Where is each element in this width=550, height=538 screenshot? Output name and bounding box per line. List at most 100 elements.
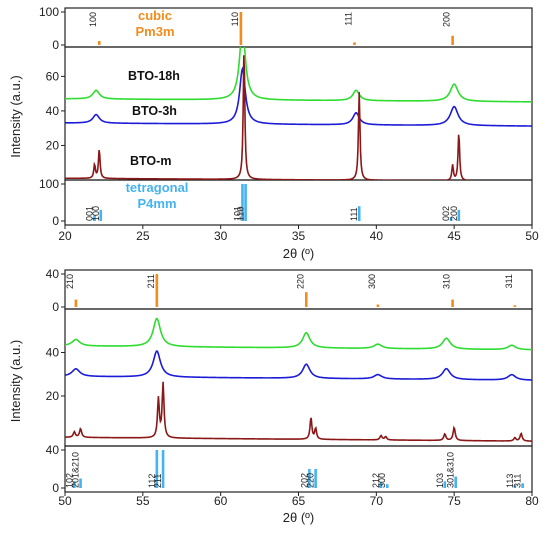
peak-index-label: 220 [295, 274, 305, 289]
reference-peak-bar [376, 304, 380, 307]
peak-index-label: 212 [371, 473, 381, 488]
reference-peak-bar [353, 42, 356, 45]
x-tick-label: 30 [214, 229, 228, 243]
y-tick-label: 0 [52, 214, 59, 228]
reference-peak-bar [93, 215, 96, 221]
peak-index-label: 111 [349, 207, 359, 221]
x-tick-label: 55 [136, 494, 150, 508]
reference-peak-bar [357, 206, 361, 221]
y-tick-label: 40 [46, 104, 60, 118]
y-tick-label: 0 [52, 38, 59, 52]
x-axis-label: 2θ (º) [283, 246, 314, 261]
peak-index-label: 100 [88, 12, 98, 27]
peak-index-label: 102 [64, 473, 74, 488]
series-line-bto-m [65, 55, 475, 180]
x-tick-label: 70 [370, 494, 384, 508]
peak-index-label: 310 [442, 274, 452, 289]
series-line-bto-3h [65, 350, 532, 381]
reference-peak-bar [454, 476, 458, 488]
reference-peak-bar [241, 184, 244, 221]
peak-index-label: 002 [441, 206, 451, 221]
x-tick-label: 25 [136, 229, 150, 243]
peak-index-label: 110 [236, 207, 246, 221]
x-tick-label: 80 [525, 494, 539, 508]
y-axis-label: Intensity (a.u.) [8, 340, 23, 422]
peak-index-label: 100 [91, 206, 101, 221]
y-tick-label: 100 [39, 5, 59, 19]
x-axis-label: 2θ (º) [283, 510, 314, 525]
peak-index-label: 220 [306, 473, 316, 488]
peak-index-label: 301&310 [446, 452, 456, 488]
x-tick-label: 50 [58, 494, 72, 508]
peak-index-label: 001 [85, 206, 95, 221]
y-tick-label: 0 [52, 300, 59, 314]
x-tick-label: 50 [525, 229, 539, 243]
y-axis-label: Intensity (a.u.) [8, 75, 23, 157]
series-line-bto-3h [65, 66, 532, 127]
series-label: BTO-m [130, 154, 171, 168]
series-line-bto-18h [65, 317, 532, 351]
reference-phase-title: P4mm [137, 196, 176, 211]
peak-index-label: 200 [449, 206, 459, 221]
y-tick-label: 40 [46, 267, 60, 281]
reference-peak-bar [239, 12, 243, 45]
reference-peak-bar [155, 274, 159, 307]
reference-peak-bar [304, 292, 308, 307]
series-label: BTO-18h [128, 69, 180, 83]
y-tick-label: 0 [52, 481, 59, 495]
reference-peak-bar [513, 485, 517, 488]
reference-peak-bar [99, 209, 103, 221]
reference-peak-bar [314, 469, 317, 488]
reference-peak-bar [161, 450, 165, 488]
reference-peak-bar [244, 184, 247, 221]
peak-index-label: 311 [504, 274, 514, 288]
reference-peak-bar [513, 305, 517, 307]
reference-peak-bar [379, 482, 383, 488]
reference-phase-title: Pm3m [135, 24, 174, 39]
peak-index-label: 210 [65, 274, 75, 289]
chart-panel-2: Intensity (a.u.) 50 55 60 65 70 75 80 2θ (º) 0 40 2… [8, 267, 539, 525]
reference-peak-bar [79, 478, 82, 488]
reference-peak-bar [97, 41, 101, 45]
chart-panel-1: Intensity (a.u.) 20 25 30 35 40 45 50 2θ (º) 0 100… [8, 5, 539, 261]
reference-peak-bar [443, 481, 447, 488]
peak-index-label: 112 [147, 474, 157, 488]
x-tick-label: 75 [447, 494, 461, 508]
peak-index-label: 110 [230, 12, 240, 26]
series-label: BTO-3h [132, 104, 177, 118]
x-tick-label: 35 [292, 229, 306, 243]
x-tick-label: 40 [370, 229, 384, 243]
reference-peak-bar [451, 299, 454, 307]
x-tick-label: 20 [58, 229, 72, 243]
peak-index-label: 311 [513, 474, 523, 488]
reference-peak-bar [308, 469, 311, 488]
reference-peak-bar [451, 35, 454, 45]
y-tick-label: 40 [46, 345, 60, 359]
series-line-bto-m [65, 381, 532, 442]
reference-peak-bar [73, 481, 76, 488]
y-tick-label: 20 [46, 138, 60, 152]
y-tick-label: 100 [39, 177, 59, 191]
y-tick-label: 40 [46, 443, 60, 457]
plot-frame-main [64, 308, 533, 447]
series-line-bto-18h [65, 47, 532, 103]
x-tick-label: 60 [214, 494, 228, 508]
peak-index-label: 201&210 [71, 452, 81, 488]
peak-index-label: 113 [505, 474, 515, 488]
reference-peak-bar [457, 209, 461, 221]
reference-peak-bar [449, 217, 453, 221]
peak-index-label: 211 [153, 474, 163, 488]
peak-index-label: 300 [377, 473, 387, 488]
reference-phase-title: cubic [138, 8, 172, 23]
peak-index-label: 111 [344, 12, 354, 26]
y-tick-label: 60 [46, 69, 60, 83]
x-tick-label: 65 [292, 494, 306, 508]
reference-peak-bar [74, 299, 78, 307]
peak-index-label: 202 [299, 473, 309, 488]
reference-peak-bar [155, 450, 159, 488]
reference-peak-bar [385, 484, 389, 488]
peak-index-label: 101 [232, 206, 242, 221]
reference-phase-title: tetragonal [126, 180, 189, 195]
reference-peak-bar [521, 483, 524, 488]
